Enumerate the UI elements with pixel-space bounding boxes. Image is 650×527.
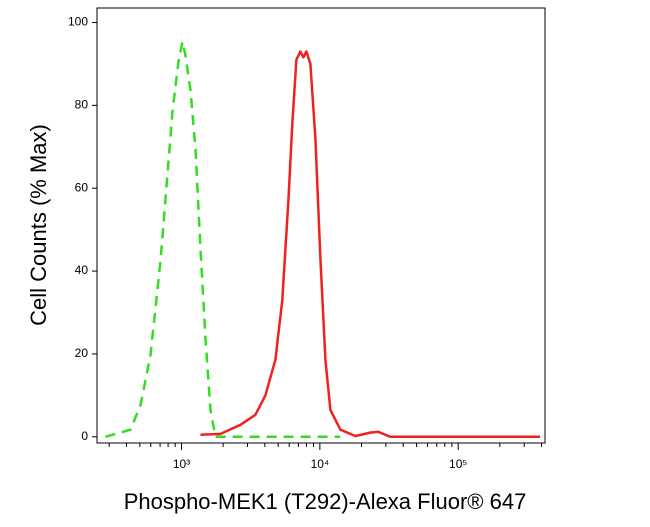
y-tick-label: 60: [75, 180, 89, 194]
x-tick-label: 10³: [173, 457, 190, 471]
x-axis-label: Phospho-MEK1 (T292)-Alexa Fluor® 647: [124, 489, 527, 514]
plot-frame: [96, 7, 546, 444]
series-line: [105, 40, 341, 439]
x-tick-label: 10⁴: [311, 457, 330, 471]
series-line: [200, 50, 541, 439]
y-tick-label: 20: [75, 346, 89, 360]
x-tick-label: 10⁵: [449, 457, 467, 471]
y-tick-label: 80: [75, 98, 89, 112]
y-tick-label: 100: [68, 15, 88, 29]
y-axis-label: Cell Counts (% Max): [26, 124, 51, 326]
y-tick-label: 40: [75, 263, 89, 277]
y-tick-label: 0: [81, 429, 88, 443]
